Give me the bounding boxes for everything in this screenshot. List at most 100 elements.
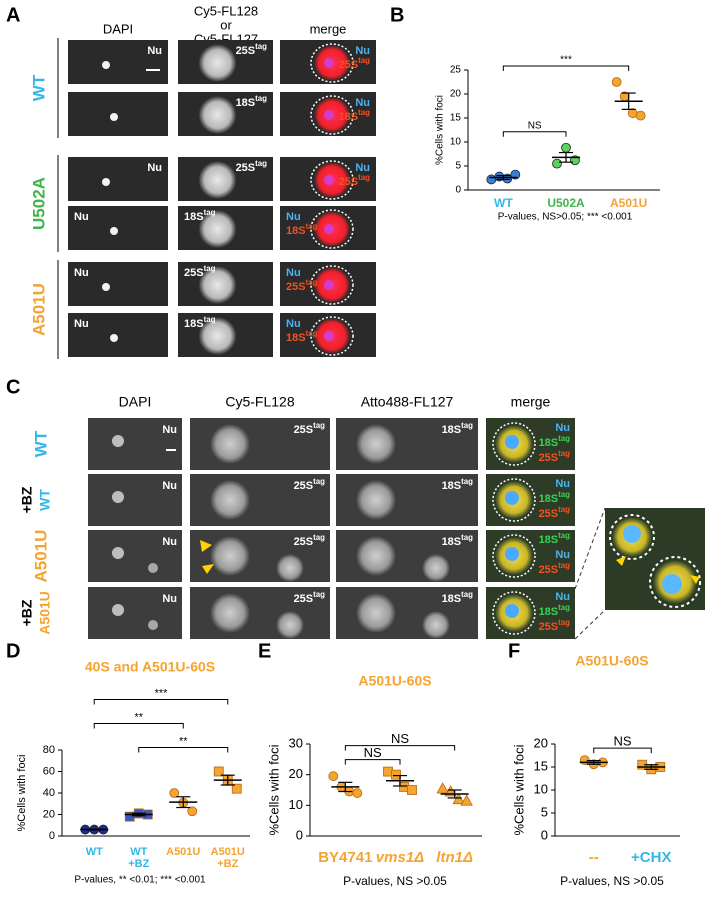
nucleus bbox=[324, 331, 334, 341]
tile-label: Nu bbox=[162, 593, 177, 605]
chart: E A501U-60S %Cells with foci 0 10 20 30 BY4741 v… bbox=[258, 640, 482, 888]
label-text: 25S bbox=[286, 281, 306, 293]
column-header: Cy5-FL128 bbox=[194, 3, 258, 18]
footnote: P-values, NS >0.05 bbox=[560, 874, 664, 888]
nucleus bbox=[112, 604, 124, 616]
micrograph-tile bbox=[68, 92, 168, 136]
label-sup: tag bbox=[461, 590, 473, 599]
nucleus bbox=[505, 604, 519, 618]
label-sup: tag bbox=[313, 477, 325, 486]
nucleus bbox=[505, 491, 519, 505]
cell-signal bbox=[198, 210, 237, 248]
chart-title: 40S and A501U-60S bbox=[85, 659, 215, 675]
data-point bbox=[169, 788, 180, 798]
cell-signal bbox=[356, 480, 396, 520]
row-label: +BZ bbox=[19, 599, 35, 626]
nucleus bbox=[324, 58, 334, 68]
tile-label: Nu bbox=[162, 536, 177, 548]
x-tick-label: WT bbox=[130, 846, 147, 858]
x-tick-label: vms1Δ bbox=[376, 849, 424, 866]
panel-letter: E bbox=[258, 640, 271, 662]
tile-bg bbox=[88, 587, 182, 639]
cell-signal bbox=[356, 593, 396, 633]
nucleus bbox=[112, 547, 124, 559]
cell-outline bbox=[310, 43, 354, 83]
data-point bbox=[352, 788, 363, 798]
data-point bbox=[452, 792, 465, 805]
x-tick-label: BY4741 bbox=[318, 849, 372, 866]
tile-label: Nu bbox=[162, 480, 177, 492]
label-text: 18S bbox=[286, 225, 306, 237]
micrograph-tile: 25Stag bbox=[178, 262, 273, 306]
x-tick-label: +BZ bbox=[217, 858, 238, 870]
cell-signal bbox=[198, 44, 237, 82]
label-text: Nu bbox=[74, 211, 89, 223]
label-text: 18S bbox=[539, 493, 559, 505]
y-tick-label: 10 bbox=[534, 781, 548, 796]
tile-label: 25Stag bbox=[294, 477, 326, 492]
tile-label: 25Stag bbox=[539, 561, 571, 576]
tile-label: 18Stag bbox=[339, 108, 371, 123]
tile-label: 18Stag bbox=[539, 603, 571, 618]
cell-outline bbox=[310, 209, 354, 249]
cell-signal bbox=[198, 317, 237, 355]
label-text: 18S bbox=[539, 534, 559, 546]
label-text: Nu bbox=[147, 45, 162, 57]
y-tick-label: 10 bbox=[289, 797, 303, 812]
tile-bg bbox=[68, 262, 168, 306]
label-text: 25S bbox=[339, 176, 359, 188]
cell-outline bbox=[492, 534, 536, 578]
nucleus bbox=[324, 280, 334, 290]
label-text: Nu bbox=[74, 318, 89, 330]
panel-letter: D bbox=[6, 640, 20, 662]
micrograph-tile: 25Stag bbox=[190, 587, 330, 639]
y-tick-label: 0 bbox=[296, 827, 303, 842]
nucleus bbox=[112, 435, 124, 447]
tile-label: 18Stag bbox=[539, 434, 571, 449]
y-tick-label: 20 bbox=[289, 766, 303, 781]
cell-outline bbox=[492, 422, 536, 466]
y-tick-label: 0 bbox=[541, 827, 548, 842]
tile-label: 18Stag bbox=[236, 94, 268, 109]
tile-label: 25Stag bbox=[339, 56, 371, 71]
label-text: 18S bbox=[442, 536, 462, 548]
label-text: Nu bbox=[555, 422, 570, 434]
nucleus bbox=[110, 227, 118, 235]
label-sup: tag bbox=[313, 533, 325, 542]
cell-signal bbox=[198, 266, 237, 304]
label-text: 18S bbox=[236, 97, 256, 109]
label-sup: tag bbox=[558, 434, 570, 443]
label-text: Nu bbox=[286, 318, 301, 330]
micrograph-tile: 18Stag bbox=[336, 474, 478, 526]
micrograph-tile: 18Stag bbox=[178, 313, 273, 357]
label-text: Nu bbox=[162, 424, 177, 436]
label-text: Nu bbox=[162, 593, 177, 605]
tile-bg bbox=[68, 40, 168, 84]
x-tick-label: ltn1Δ bbox=[436, 849, 473, 866]
micrograph-tile: 18Stag bbox=[336, 418, 478, 470]
label-text: 25S bbox=[539, 621, 559, 633]
tile-label: 18Stag bbox=[286, 329, 318, 344]
nucleus bbox=[148, 563, 158, 573]
micrograph-tile: Nu bbox=[88, 418, 182, 470]
tile-label: 25Stag bbox=[539, 449, 571, 464]
label-sup: tag bbox=[358, 108, 370, 117]
label-text: 18S bbox=[442, 480, 462, 492]
cell-outline bbox=[492, 478, 536, 522]
arrowhead bbox=[202, 564, 214, 574]
y-tick-label: 80 bbox=[43, 744, 55, 756]
arrowhead bbox=[690, 575, 700, 584]
tile-label: 18Stag bbox=[184, 315, 216, 330]
label-text: 18S bbox=[339, 111, 359, 123]
data-point bbox=[627, 108, 638, 119]
label-text: Nu bbox=[355, 97, 370, 109]
data-point bbox=[187, 806, 198, 817]
cell-outline bbox=[310, 160, 354, 200]
cell-outline bbox=[310, 265, 354, 305]
